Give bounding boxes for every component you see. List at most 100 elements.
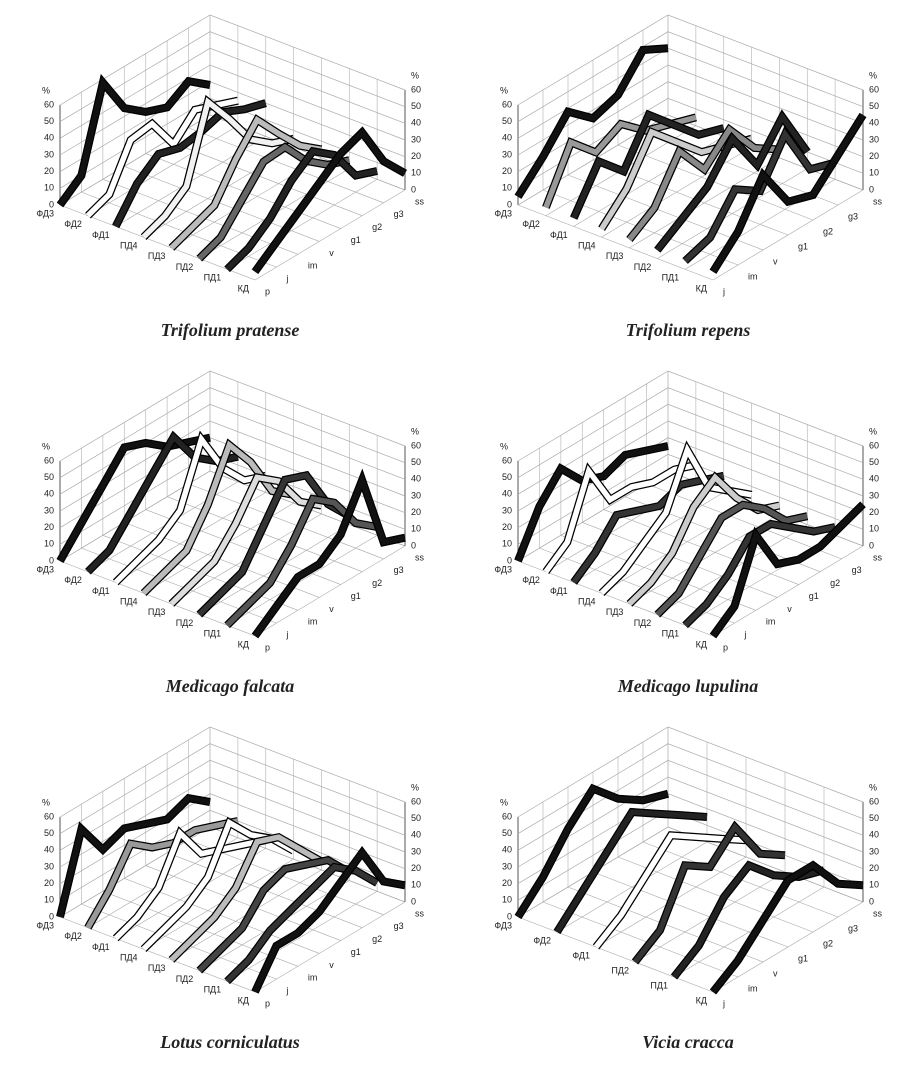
z-tick-label: 50 <box>869 101 879 111</box>
x-tick-label: v <box>329 604 334 614</box>
z-tick-label: 10 <box>411 168 421 178</box>
z-tick-label: 10 <box>44 183 54 193</box>
x-tick-label: im <box>308 617 318 627</box>
z-tick-label: 60 <box>502 99 512 109</box>
z-tick-label: 20 <box>869 863 879 873</box>
panel-title: Vicia cracca <box>642 1032 733 1052</box>
z-tick-label: 60 <box>44 811 54 821</box>
z-tick-label: 50 <box>411 457 421 467</box>
panel-title: Trifolium repens <box>626 320 751 340</box>
z-tick-label: 60 <box>44 455 54 465</box>
x-tick-label: j <box>722 998 725 1008</box>
page: {"chart_data":[ {"type":"ribbon3d","titl… <box>0 0 915 1068</box>
x-tick-label: ss <box>415 908 425 918</box>
z-tick-label: 60 <box>411 84 421 94</box>
series-label: ПД4 <box>578 241 596 251</box>
x-tick-label: g1 <box>351 591 361 601</box>
panel: 00101020203030404050506060%%jimvg1g2g3ss… <box>494 15 882 340</box>
series-label: ФД3 <box>494 564 512 574</box>
series-label: ПД1 <box>204 985 222 995</box>
z-tick-label: 0 <box>411 540 416 550</box>
x-tick-label: j <box>285 630 288 640</box>
x-tick-label: ss <box>873 552 883 562</box>
series-label: ПД1 <box>662 273 680 283</box>
series-label: ФД2 <box>522 219 540 229</box>
x-tick-label: j <box>722 286 725 296</box>
z-tick-label: 10 <box>411 524 421 534</box>
z-tick-label: 0 <box>869 896 874 906</box>
x-tick-label: ss <box>415 552 425 562</box>
series-label: ФД1 <box>572 950 590 960</box>
series-label: ПД3 <box>606 251 624 261</box>
x-tick-label: g3 <box>848 211 858 221</box>
series-label: ФД3 <box>494 208 512 218</box>
z-tick-label: 10 <box>869 524 879 534</box>
x-tick-label: im <box>748 271 758 281</box>
series-label: ПД2 <box>634 262 652 272</box>
z-tick-label: 40 <box>44 845 54 855</box>
series-label: ФД3 <box>36 920 54 930</box>
z-tick-label: 10 <box>502 183 512 193</box>
x-tick-label: g1 <box>351 947 361 957</box>
x-tick-label: g3 <box>848 923 858 933</box>
panel: 00101020203030404050506060%%pjimvg1g2g3s… <box>36 371 424 696</box>
series-label: ПД1 <box>662 629 680 639</box>
series-label: ПД4 <box>120 597 138 607</box>
series-label: ПД2 <box>611 965 629 975</box>
x-tick-label: g1 <box>351 235 361 245</box>
z-tick-label: 20 <box>502 878 512 888</box>
series-label: ПД4 <box>120 241 138 251</box>
z-tick-label: 40 <box>502 489 512 499</box>
series-label: ПД4 <box>578 597 596 607</box>
series-label: ПД3 <box>606 607 624 617</box>
z-tick-label: 10 <box>502 895 512 905</box>
z-tick-label: 30 <box>44 505 54 515</box>
z-tick-label: 50 <box>502 828 512 838</box>
panel-title: Lotus corniculatus <box>159 1032 300 1052</box>
series-label: КД <box>238 639 249 649</box>
z-tick-label: 20 <box>502 166 512 176</box>
series-label: КД <box>238 283 249 293</box>
panel: 00101020203030404050506060%%jimvg1g2g3ss… <box>494 727 882 1052</box>
z-tick-label: 50 <box>411 813 421 823</box>
series-label: ПД2 <box>176 618 194 628</box>
x-tick-label: g2 <box>830 578 840 588</box>
series-label: ФД2 <box>64 219 82 229</box>
z-tick-label: 10 <box>411 880 421 890</box>
z-axis-label: % <box>500 441 508 451</box>
z-tick-label: 40 <box>869 118 879 128</box>
z-tick-label: 20 <box>44 166 54 176</box>
z-tick-label: 10 <box>869 168 879 178</box>
x-tick-label: im <box>308 973 318 983</box>
series-label: ПД3 <box>148 963 166 973</box>
z-tick-label: 50 <box>411 101 421 111</box>
x-tick-label: g1 <box>798 953 808 963</box>
panel: 00101020203030404050506060%%pjimvg1g2g3s… <box>494 371 882 696</box>
panel-title: Medicago lupulina <box>617 676 759 696</box>
x-tick-label: im <box>308 261 318 271</box>
x-tick-label: v <box>773 968 778 978</box>
z-tick-label: 0 <box>869 184 874 194</box>
grid-line <box>518 15 863 105</box>
z-axis-label: % <box>411 70 419 80</box>
series-label: ФД1 <box>92 942 110 952</box>
x-tick-label: g1 <box>798 241 808 251</box>
z-tick-label: 10 <box>869 880 879 890</box>
x-tick-label: ss <box>415 196 425 206</box>
z-tick-label: 40 <box>411 830 421 840</box>
z-tick-label: 60 <box>869 440 879 450</box>
z-tick-label: 60 <box>44 99 54 109</box>
series-label: ФД2 <box>64 575 82 585</box>
series-label: ПД3 <box>148 251 166 261</box>
x-tick-label: v <box>787 604 792 614</box>
x-tick-label: j <box>743 630 746 640</box>
x-tick-label: j <box>285 986 288 996</box>
x-tick-label: v <box>773 256 778 266</box>
series-label: ПД3 <box>148 607 166 617</box>
z-tick-label: 20 <box>44 522 54 532</box>
z-tick-label: 30 <box>502 505 512 515</box>
z-tick-label: 50 <box>869 457 879 467</box>
series-label: ФД3 <box>494 920 512 930</box>
series-label: ПД1 <box>204 273 222 283</box>
series-label: ПД2 <box>634 618 652 628</box>
